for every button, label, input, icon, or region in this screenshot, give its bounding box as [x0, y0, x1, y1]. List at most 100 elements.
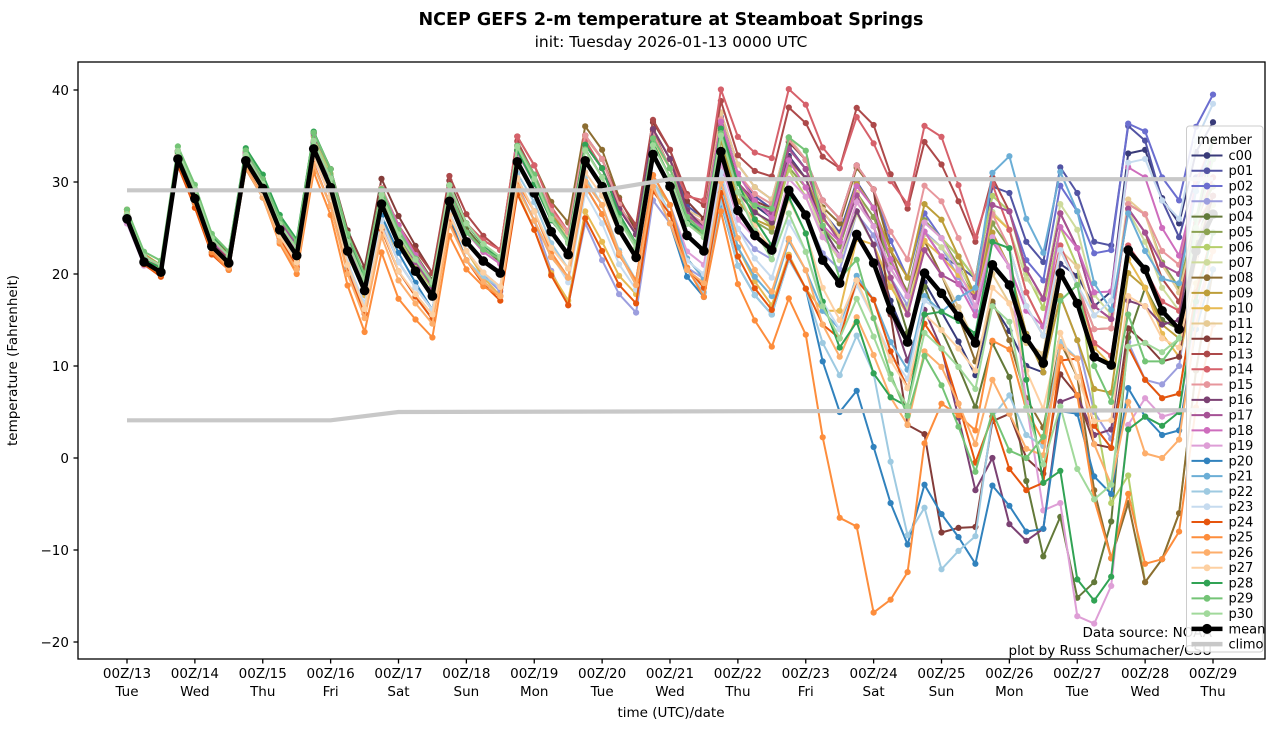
x-tick-label-utc: 00Z/25: [917, 666, 965, 682]
series-p23-marker: [1040, 332, 1047, 339]
series-p30-marker: [785, 210, 792, 217]
series-p26-marker: [463, 257, 470, 264]
series-p21-marker: [1159, 275, 1166, 282]
legend-marker-c00: [1203, 152, 1211, 159]
series-p23-marker: [565, 279, 572, 286]
series-p21-marker: [972, 284, 979, 291]
series-p26-marker: [1142, 450, 1149, 457]
series-p25-marker: [904, 569, 911, 576]
series-p25-marker: [972, 427, 979, 434]
legend-item-p16: p16: [1191, 393, 1253, 408]
series-p18-marker: [717, 118, 725, 125]
series-p26-marker: [870, 351, 877, 359]
legend-item-climo: climo: [1191, 638, 1264, 653]
series-p12-marker: [938, 529, 945, 536]
series-p30-marker: [768, 256, 775, 263]
series-p30-marker: [480, 240, 487, 247]
series-p06-marker: [1108, 500, 1115, 507]
series-p25-marker: [921, 440, 928, 447]
series-p25-marker: [989, 337, 996, 344]
series-p25-marker: [1159, 556, 1166, 563]
series-p09-marker: [955, 253, 962, 260]
series-p30-marker: [1040, 461, 1047, 468]
series-p15-marker: [819, 197, 826, 204]
series-p17-marker: [989, 201, 996, 209]
series-mean-marker: [1106, 360, 1116, 370]
series-p25-marker: [870, 609, 877, 616]
series-p27-marker: [378, 224, 385, 231]
series-p27-marker: [1176, 344, 1183, 351]
series-p23-marker: [785, 219, 792, 226]
series-p25-marker: [802, 331, 809, 338]
legend-item-p04: p04: [1191, 210, 1253, 225]
series-p30-marker: [378, 191, 385, 198]
legend-item-p22: p22: [1191, 485, 1253, 500]
series-p30-marker: [548, 215, 555, 223]
series-p29-marker: [1125, 311, 1132, 318]
legend-marker-p22: [1203, 488, 1211, 495]
series-p25-marker: [1125, 490, 1132, 497]
series-mean: [122, 144, 1218, 370]
series-p24-marker: [1091, 422, 1098, 429]
series-c00-marker: [1176, 220, 1183, 227]
series-p29-marker: [1057, 297, 1064, 304]
x-tick-label-day: Mon: [995, 684, 1023, 700]
legend-marker-p01: [1203, 167, 1211, 175]
series-p30-marker: [955, 363, 962, 370]
x-tick-label-day: Wed: [180, 684, 209, 700]
legend-item-p07: p07: [1191, 256, 1253, 271]
legend-marker-p05: [1203, 228, 1211, 236]
series-p14-marker: [734, 133, 742, 140]
legend-item-p05: p05: [1191, 225, 1253, 240]
series-mean-marker: [1004, 280, 1015, 290]
chart-subtitle: init: Tuesday 2026-01-13 0000 UTC: [535, 33, 808, 51]
legend-label: p18: [1229, 424, 1254, 439]
series-mean-marker: [1021, 333, 1032, 344]
series-p26-marker: [768, 288, 775, 295]
series-mean-marker: [580, 156, 590, 166]
series-p22-marker: [836, 372, 843, 379]
series-p28-marker: [1091, 597, 1098, 604]
series-p21-marker: [955, 294, 962, 301]
series-mean-marker: [801, 210, 811, 220]
series-p19-marker: [1057, 500, 1064, 507]
series-p22-marker: [938, 566, 945, 573]
series-p18-marker: [972, 312, 979, 319]
series-p28-marker: [853, 318, 860, 325]
series-p26-marker: [785, 235, 792, 242]
series-p26-marker: [955, 400, 962, 407]
legend-marker-p28: [1203, 579, 1211, 587]
x-tick-label-utc: 00Z/16: [307, 666, 355, 682]
series-p12-marker: [1176, 353, 1183, 360]
series-p27-marker: [412, 291, 419, 298]
series-p22-marker: [904, 532, 911, 539]
series-p24-marker: [802, 285, 809, 292]
series-p25-marker: [955, 412, 962, 419]
series-p01-marker: [1176, 234, 1183, 241]
series-mean-marker: [919, 268, 930, 278]
legend-item-p14: p14: [1191, 363, 1253, 378]
series-p27-marker: [853, 277, 860, 284]
series-p28-marker: [751, 216, 758, 223]
legend-item-p01: p01: [1191, 164, 1253, 179]
series-p28-marker: [1040, 479, 1047, 486]
series-p26-marker: [480, 278, 487, 285]
series-p04-marker: [1108, 518, 1115, 525]
series-p21-marker: [1023, 215, 1030, 222]
series-p28-line: [126, 127, 1214, 602]
series-p25-marker: [378, 249, 385, 256]
series-mean-marker: [885, 305, 896, 315]
series-p19-marker: [836, 252, 843, 259]
legend-marker-p16: [1203, 396, 1211, 404]
legend-label: p06: [1229, 241, 1254, 256]
series-p16-marker: [972, 487, 979, 494]
series-p29-marker: [1040, 433, 1047, 440]
series-mean-marker: [784, 185, 794, 196]
series-p15-marker: [599, 155, 606, 163]
series-p30-marker: [463, 220, 470, 227]
x-tick-label-utc: 00Z/15: [239, 666, 287, 682]
series-p13-marker: [751, 167, 758, 175]
series-mean-marker: [393, 238, 404, 249]
series-p17-marker: [1108, 316, 1115, 323]
legend-marker-p08: [1203, 274, 1211, 282]
